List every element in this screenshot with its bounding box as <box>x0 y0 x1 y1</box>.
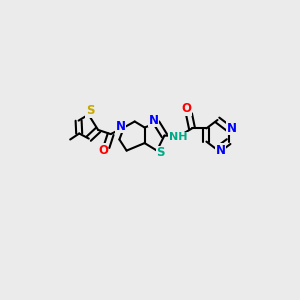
Text: O: O <box>98 143 108 157</box>
Text: N: N <box>148 113 159 127</box>
Text: O: O <box>181 102 191 115</box>
Text: N: N <box>226 122 237 135</box>
Text: NH: NH <box>169 132 187 142</box>
Text: S: S <box>157 146 165 160</box>
Text: S: S <box>86 104 94 117</box>
Text: N: N <box>215 143 226 157</box>
Text: N: N <box>116 119 126 133</box>
